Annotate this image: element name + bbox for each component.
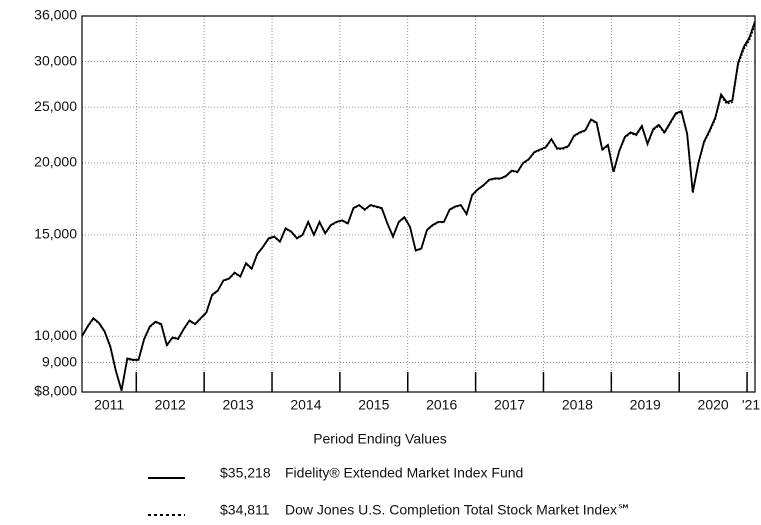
y-tick-label: 10,000 (34, 327, 77, 343)
x-tick-label: 2013 (223, 397, 254, 413)
x-tick-label: 2016 (426, 397, 457, 413)
x-tick-label: '21 (742, 397, 760, 413)
y-tick-label: 25,000 (34, 98, 77, 114)
y-tick-label: 9,000 (42, 353, 77, 369)
legend-value: $34,811 (220, 502, 270, 518)
y-tick-label: 30,000 (34, 52, 77, 68)
legend-label: Fidelity® Extended Market Index Fund (285, 465, 523, 481)
x-tick-label: 2020 (698, 397, 729, 413)
y-tick-label: 15,000 (34, 226, 77, 242)
legend-label: Dow Jones U.S. Completion Total Stock Ma… (285, 502, 631, 518)
x-tick-label: 2015 (358, 397, 389, 413)
y-tick-label: 20,000 (34, 154, 77, 170)
y-tick-label: 36,000 (34, 7, 77, 23)
plot-frame (81, 15, 756, 393)
series-line (81, 21, 756, 391)
x-tick-label: 2019 (630, 397, 661, 413)
y-tick-label: $8,000 (34, 383, 77, 399)
legend-title: Period Ending Values (313, 431, 447, 447)
legend-value: $35,218 (220, 465, 271, 481)
x-tick-label: 2012 (155, 397, 186, 413)
series-line (81, 24, 756, 391)
x-tick-label: 2018 (562, 397, 593, 413)
x-tick-label: 2014 (290, 397, 321, 413)
x-tick-label: 2011 (94, 397, 124, 413)
x-tick-label: 2017 (494, 397, 525, 413)
